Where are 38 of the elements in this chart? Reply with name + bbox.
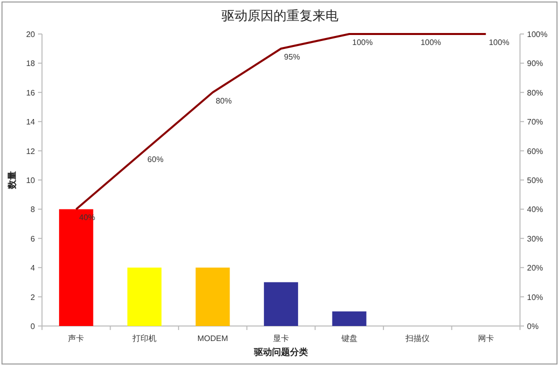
x-tick-label: MODEM <box>197 334 228 343</box>
y2-tick-label: 70% <box>527 118 544 127</box>
y2-tick-label: 30% <box>527 234 544 244</box>
data-label: 100% <box>420 38 442 47</box>
y-tick-label: 20 <box>26 30 36 39</box>
y-tick-label: 16 <box>26 88 36 98</box>
data-label: 60% <box>147 154 164 164</box>
y-tick-label: 8 <box>30 205 36 214</box>
y2-tick-label: 20% <box>527 264 544 273</box>
y2-tick-label: 40% <box>527 205 544 214</box>
y-tick-label: 10 <box>26 176 36 185</box>
x-tick-label: 网卡 <box>478 334 494 343</box>
x-tick-label: 声卡 <box>68 334 84 343</box>
data-label: 95% <box>284 52 300 62</box>
y2-tick-label: 60% <box>527 146 544 156</box>
data-label: 100% <box>352 38 373 47</box>
y2-tick-label: 80% <box>527 88 544 98</box>
y2-tick-label: 50% <box>527 176 544 185</box>
x-tick-label: 键盘 <box>340 334 358 343</box>
y-tick-label: 0 <box>30 322 36 331</box>
y-tick-label: 14 <box>26 118 36 127</box>
y-tick-label: 18 <box>26 59 36 68</box>
y-tick-label: 12 <box>26 146 36 156</box>
y-tick-label: 4 <box>30 264 36 273</box>
y2-tick-label: 100% <box>527 30 548 39</box>
x-tick-label: 扫描仪 <box>404 334 430 343</box>
y2-tick-label: 90% <box>527 59 544 68</box>
data-label: 100% <box>488 38 510 47</box>
x-tick-label: 显卡 <box>273 334 289 343</box>
x-tick-label: 打印机 <box>131 334 156 343</box>
y-tick-label: 6 <box>30 234 36 244</box>
y-tick-label: 2 <box>30 292 36 302</box>
y2-tick-label: 10% <box>527 292 544 302</box>
data-label: 80% <box>216 96 232 106</box>
y2-tick-label: 0% <box>527 322 539 331</box>
y-axis-title: 数量 <box>7 171 17 190</box>
x-axis-title: 驱动问题分类 <box>253 347 308 357</box>
title: 驱动原因的重复来电 <box>222 8 338 23</box>
